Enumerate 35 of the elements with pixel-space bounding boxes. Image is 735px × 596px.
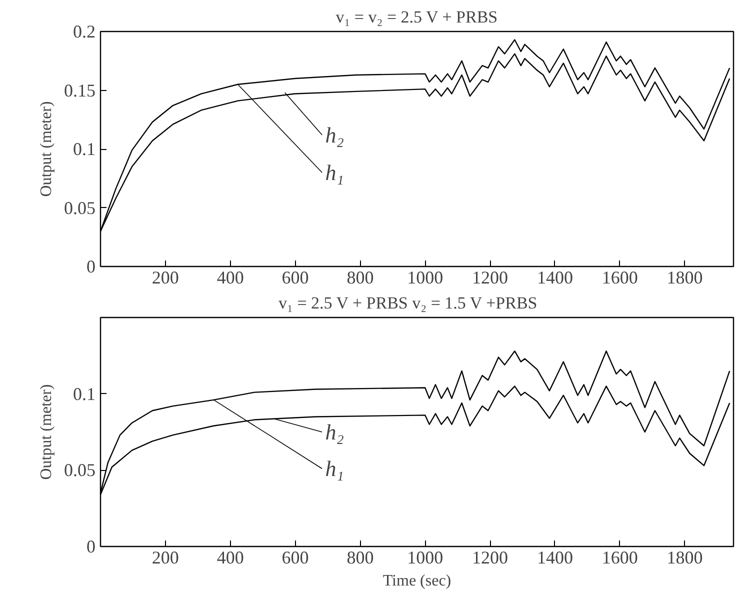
- x-tick-label: 200: [152, 268, 179, 288]
- y-tick-label: 0: [86, 536, 96, 556]
- y-tick-label: 0: [86, 256, 96, 276]
- x-tick-label: 1400: [536, 268, 573, 288]
- x-tick-label: 1000: [407, 268, 444, 288]
- y-axis-title: Output (meter): [38, 384, 55, 480]
- x-tick-label: 1600: [602, 548, 638, 568]
- y-tick-label: 0.1: [73, 139, 96, 159]
- y-tick-label: 0.05: [64, 460, 96, 480]
- annotation: h₂: [325, 122, 344, 148]
- x-tick-label: 1000: [407, 548, 444, 568]
- x-tick-label: 600: [282, 268, 309, 288]
- x-tick-label: 200: [152, 548, 179, 568]
- x-tick-label: 800: [346, 548, 374, 568]
- annotation: h₁: [325, 456, 344, 482]
- y-tick-label: 0.15: [64, 80, 96, 100]
- x-tick-label: 600: [282, 548, 309, 568]
- y-axis-title: Output (meter): [38, 101, 55, 197]
- y-tick-label: 0.05: [64, 198, 96, 218]
- chart-title: v₁ = v₂ = 2.5 V + PRBS: [336, 8, 498, 26]
- x-tick-label: 400: [216, 268, 244, 288]
- x-tick-label: 1800: [666, 548, 703, 568]
- x-axis-title: Time (sec): [382, 572, 452, 590]
- x-tick-label: 400: [216, 548, 244, 568]
- annotation: h₁: [325, 160, 344, 185]
- x-tick-label: 1200: [472, 548, 508, 568]
- y-tick-label: 0.1: [73, 384, 96, 404]
- y-tick-label: 0.2: [73, 22, 96, 42]
- annotation: h₂: [325, 420, 344, 444]
- x-tick-label: 1400: [536, 548, 573, 568]
- x-tick-label: 1600: [602, 268, 638, 288]
- x-tick-label: 800: [346, 268, 374, 288]
- chart-title: v₁ = 2.5 V + PRBS v₂ = 1.5 V +PRBS: [278, 294, 538, 312]
- x-tick-label: 1800: [666, 268, 703, 288]
- x-tick-label: 1200: [472, 268, 508, 288]
